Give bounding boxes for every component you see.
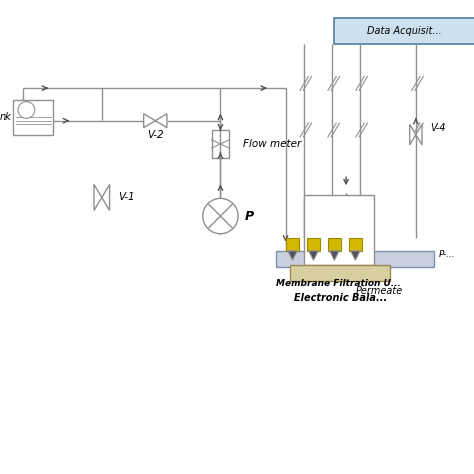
Text: P-...: P-... — [439, 250, 456, 259]
Text: Permeate: Permeate — [356, 286, 402, 296]
Text: Membrane Filtration U...: Membrane Filtration U... — [276, 279, 401, 288]
Polygon shape — [94, 184, 109, 210]
Polygon shape — [288, 251, 297, 260]
Bar — [211, 130, 229, 158]
Bar — [304, 195, 374, 265]
Bar — [290, 265, 390, 281]
Text: P: P — [245, 210, 254, 223]
Polygon shape — [351, 251, 360, 260]
Bar — [349, 238, 362, 251]
Text: Flow meter: Flow meter — [243, 139, 301, 149]
Polygon shape — [410, 124, 422, 145]
Text: V-2: V-2 — [147, 130, 164, 140]
Polygon shape — [309, 251, 318, 260]
Circle shape — [18, 101, 35, 118]
Bar — [286, 238, 299, 251]
Polygon shape — [330, 251, 339, 260]
Text: V-4: V-4 — [430, 123, 445, 133]
Bar — [276, 251, 435, 267]
Bar — [335, 18, 474, 44]
Circle shape — [203, 199, 238, 234]
Text: V-1: V-1 — [118, 192, 135, 202]
Bar — [13, 100, 53, 135]
Text: nk: nk — [0, 112, 11, 122]
Bar — [328, 238, 341, 251]
Polygon shape — [144, 114, 167, 128]
Text: Electronic Bala...: Electronic Bala... — [293, 293, 387, 303]
Bar — [307, 238, 320, 251]
Text: Data Acquisit...: Data Acquisit... — [367, 26, 442, 36]
